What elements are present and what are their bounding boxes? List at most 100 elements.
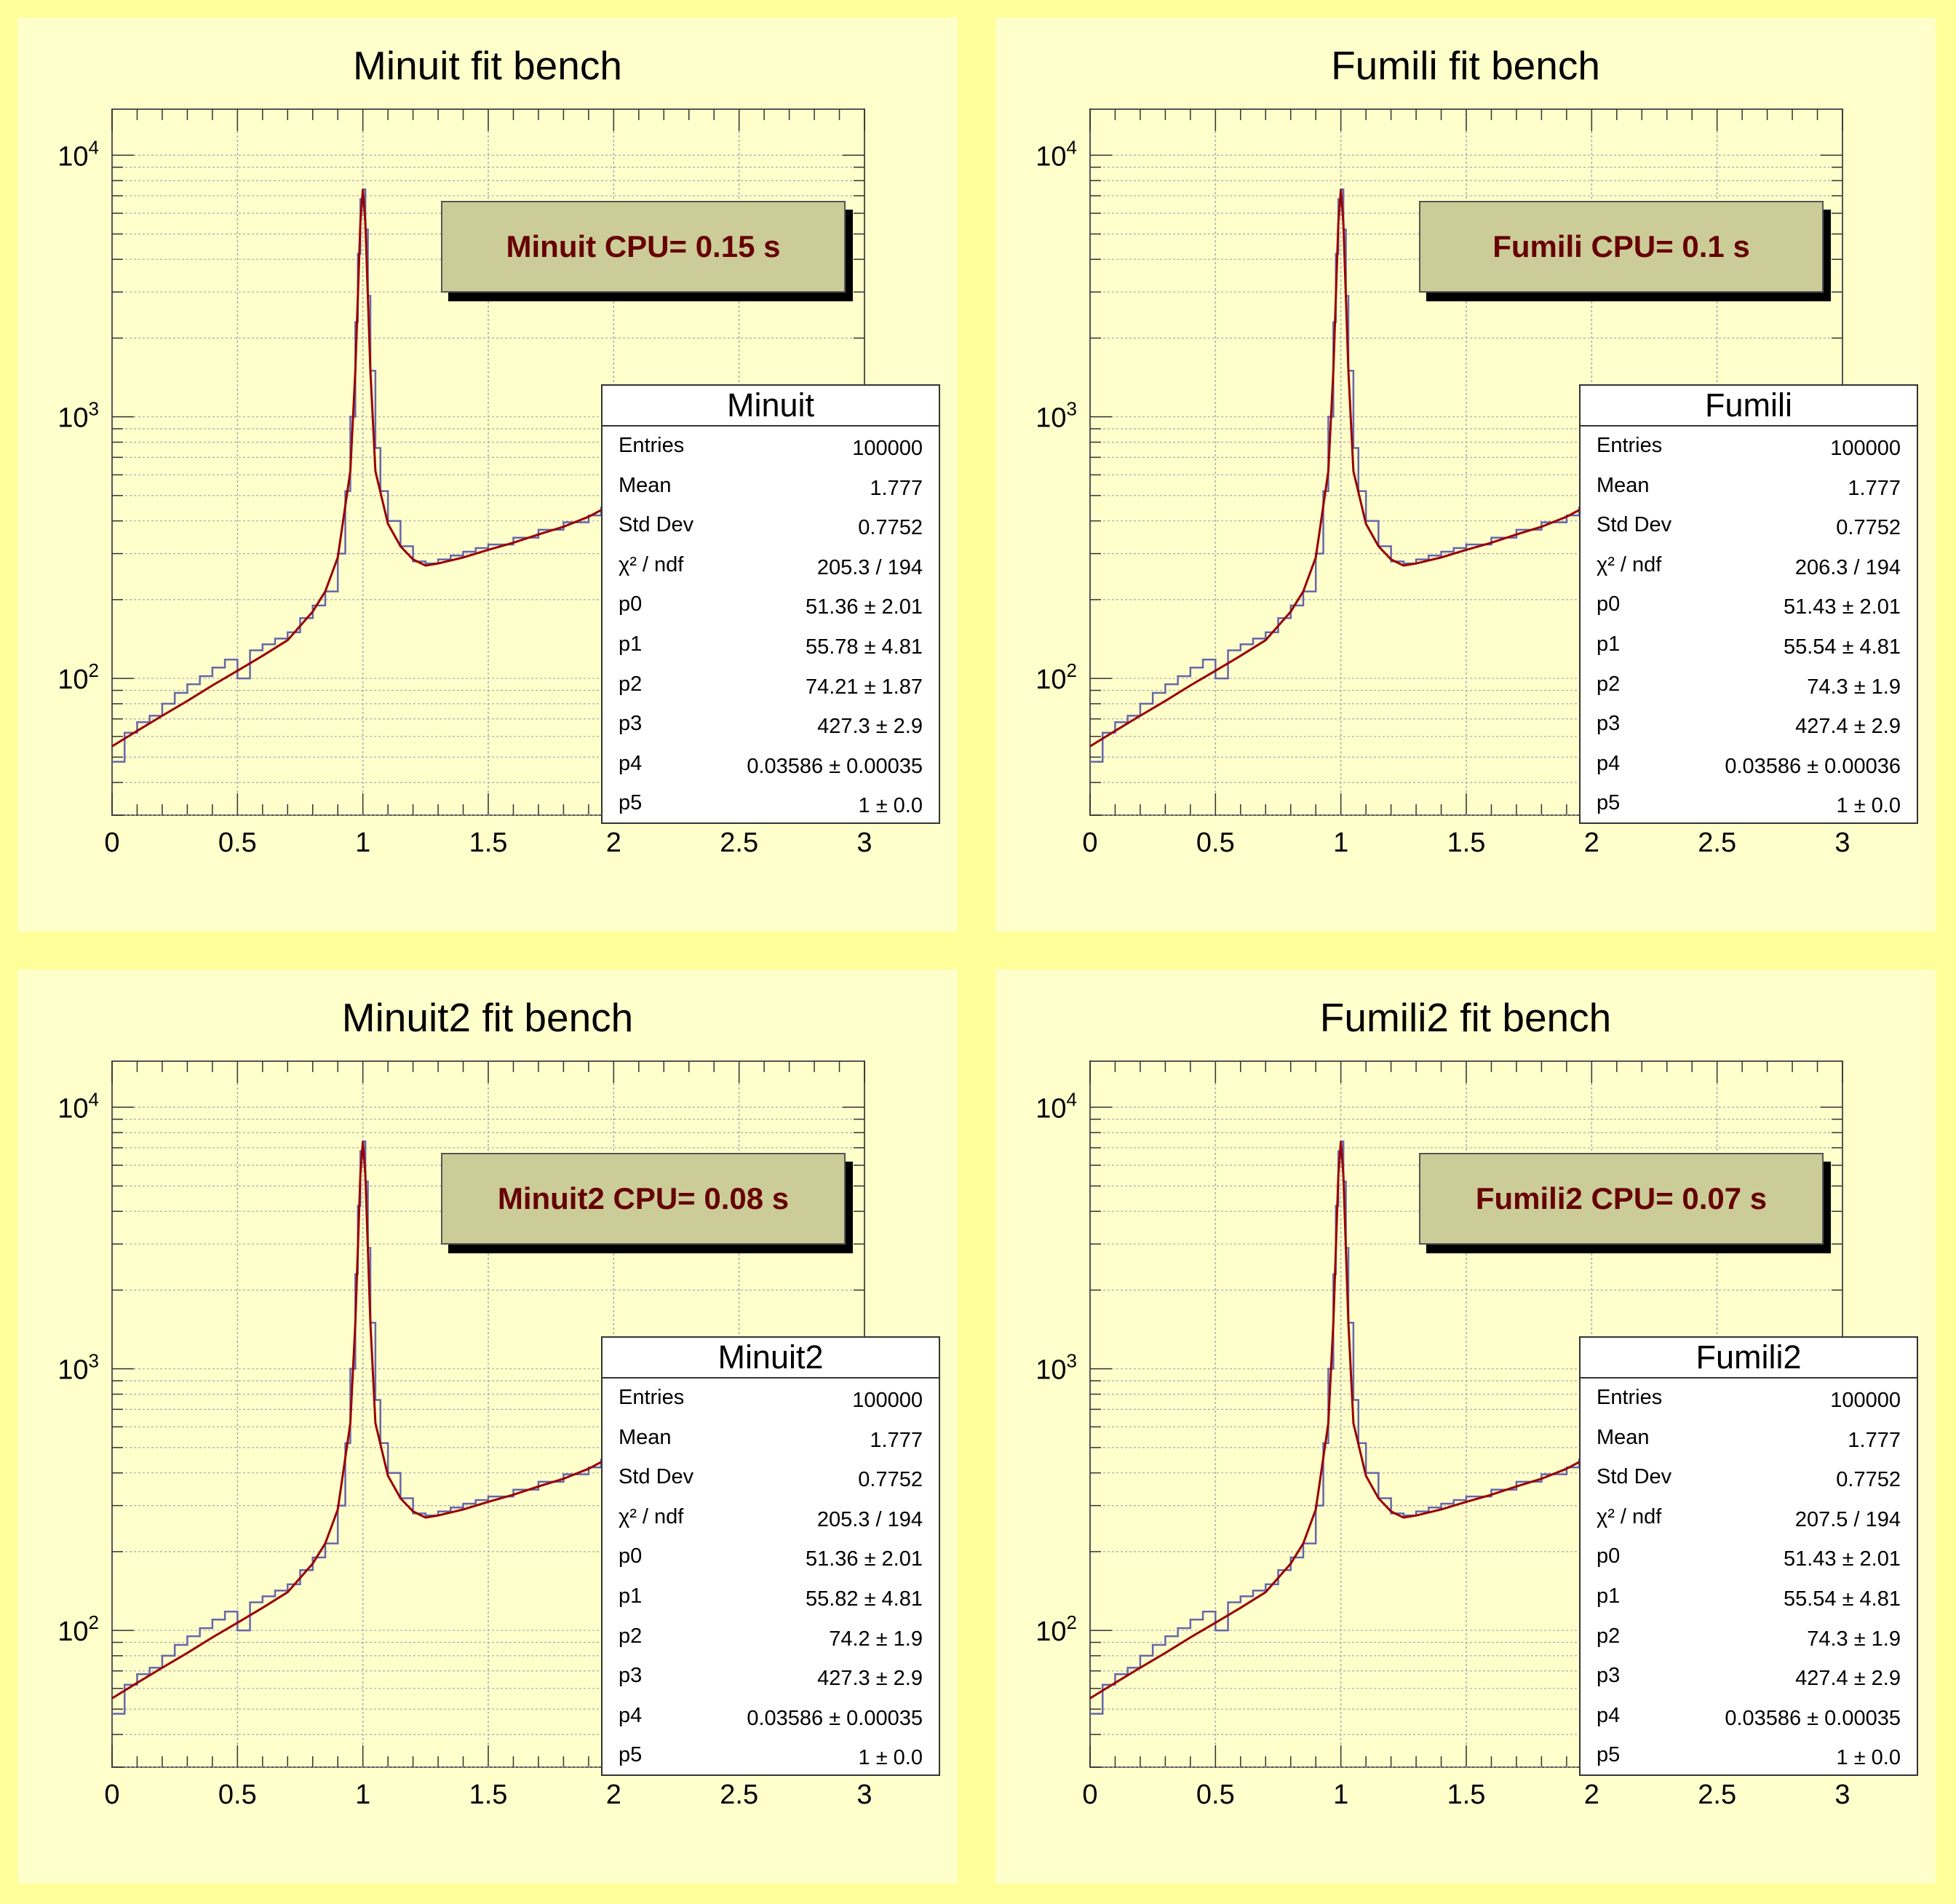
y-tick-label: 104 — [1035, 1088, 1077, 1124]
y-tick-label: 102 — [57, 659, 99, 695]
stats-key: Entries — [619, 434, 685, 457]
stats-row: p2 74.21 ± 1.87 — [603, 665, 939, 705]
stats-key: p2 — [619, 1624, 643, 1648]
stats-key: p3 — [1597, 1664, 1621, 1688]
stats-key: Std Dev — [1597, 513, 1672, 537]
stats-row: Entries 100000 — [1581, 427, 1917, 467]
stats-value: 427.3 ± 2.9 — [817, 715, 923, 739]
pad-title: Minuit2 fit bench — [341, 995, 634, 1040]
stats-key: p3 — [619, 712, 643, 736]
x-tick-label: 0 — [1082, 1780, 1097, 1810]
stats-row: Entries 100000 — [603, 427, 939, 467]
stats-key: Mean — [1597, 473, 1650, 497]
stats-row: p1 55.54 ± 4.81 — [1581, 625, 1917, 665]
stats-row: p3 427.3 ± 2.9 — [603, 705, 939, 745]
fit-curve — [1089, 1141, 1580, 1699]
x-tick-label: 1.5 — [469, 1780, 508, 1810]
fit-curve — [1089, 189, 1580, 747]
stats-row: χ² / ndf 207.5 / 194 — [1581, 1498, 1917, 1538]
stats-row: Mean 1.777 — [1581, 467, 1917, 507]
x-tick-label: 1.5 — [1447, 828, 1486, 858]
stats-row: χ² / ndf 205.3 / 194 — [603, 546, 939, 586]
stats-value: 74.2 ± 1.9 — [829, 1627, 923, 1651]
stats-value: 0.7752 — [858, 1468, 923, 1492]
stats-row: p2 74.3 ± 1.9 — [1581, 665, 1917, 705]
stats-key: p1 — [1597, 632, 1621, 656]
stats-row: Mean 1.777 — [1581, 1419, 1917, 1459]
stats-title: Minuit2 — [603, 1338, 939, 1379]
stats-box: Minuit2 Entries 100000 Mean 1.777 Std Dev 0.77… — [601, 1336, 940, 1776]
stats-key: p4 — [619, 1703, 643, 1727]
stats-key: p4 — [619, 751, 643, 775]
stats-title: Minuit — [603, 386, 939, 427]
stats-value: 205.3 / 194 — [816, 1507, 923, 1531]
x-tick-label: 2 — [606, 828, 621, 858]
x-tick-label: 1 — [1333, 828, 1348, 858]
y-tick-label: 104 — [57, 1088, 99, 1124]
stats-value: 427.4 ± 2.9 — [1795, 715, 1901, 739]
pad-2: 0 0.5 1 1.5 2 2.5 3 102 103 104 Fumili fit bench Fu… — [995, 17, 1936, 932]
x-tick-label: 0.5 — [1196, 828, 1235, 858]
stats-value: 0.7752 — [1836, 516, 1901, 540]
stats-row: p0 51.43 ± 2.01 — [1581, 585, 1917, 625]
stats-key: Std Dev — [619, 1465, 694, 1489]
stats-value: 100000 — [1830, 1389, 1901, 1412]
y-tick-label: 102 — [57, 1611, 99, 1647]
stats-row: p1 55.54 ± 4.81 — [1581, 1577, 1917, 1617]
stats-key: p5 — [1597, 1743, 1621, 1767]
x-tick-label: 0 — [104, 828, 119, 858]
stats-key: p5 — [1597, 791, 1621, 815]
stats-value: 206.3 / 194 — [1794, 555, 1901, 579]
stats-row: Std Dev 0.7752 — [1581, 506, 1917, 546]
stats-key: p0 — [619, 1544, 643, 1568]
x-tick-label: 2.5 — [1698, 828, 1736, 858]
stats-value: 55.54 ± 4.81 — [1783, 1587, 1901, 1611]
stats-row: p1 55.82 ± 4.81 — [603, 1577, 939, 1617]
x-tick-label: 2.5 — [720, 1780, 758, 1810]
stats-value: 205.3 / 194 — [816, 555, 923, 579]
stats-row: Mean 1.777 — [603, 467, 939, 507]
fit-curve — [111, 189, 602, 747]
stats-key: p3 — [619, 1664, 643, 1688]
stats-key: χ² / ndf — [619, 552, 684, 576]
x-tick-label: 1 — [355, 1780, 370, 1810]
x-tick-label: 2.5 — [1698, 1780, 1736, 1810]
stats-row: p4 0.03586 ± 0.00035 — [1581, 1697, 1917, 1737]
stats-row: Std Dev 0.7752 — [1581, 1458, 1917, 1498]
stats-row: Std Dev 0.7752 — [603, 1458, 939, 1498]
stats-value: 427.3 ± 2.9 — [817, 1667, 923, 1691]
x-tick-label: 2 — [606, 1780, 621, 1810]
stats-key: p0 — [1597, 592, 1621, 616]
x-tick-label: 2.5 — [720, 828, 758, 858]
stats-value: 55.78 ± 4.81 — [805, 635, 923, 659]
stats-key: χ² / ndf — [619, 1504, 684, 1528]
stats-value: 55.82 ± 4.81 — [805, 1587, 923, 1611]
stats-value: 1.777 — [870, 476, 923, 500]
stats-key: Mean — [619, 1425, 672, 1449]
stats-key: Entries — [1597, 1386, 1663, 1409]
stats-row: p5 1 ± 0.0 — [1581, 1736, 1917, 1776]
pad-3: 0 0.5 1 1.5 2 2.5 3 102 103 104 Minuit2 fit bench M… — [17, 969, 958, 1884]
stats-row: p5 1 ± 0.0 — [1581, 784, 1917, 824]
x-tick-label: 0.5 — [1196, 1780, 1235, 1810]
stats-value: 0.03586 ± 0.00035 — [747, 754, 923, 778]
stats-value: 207.5 / 194 — [1794, 1507, 1901, 1531]
x-tick-label: 3 — [1834, 1780, 1850, 1810]
stats-value: 1 ± 0.0 — [858, 794, 923, 818]
stats-key: Entries — [619, 1386, 685, 1409]
y-tick-label: 104 — [1035, 136, 1077, 172]
stats-value: 100000 — [1830, 437, 1901, 460]
cpu-time-label: Minuit2 CPU= 0.08 s — [441, 1153, 846, 1245]
stats-key: Entries — [1597, 434, 1663, 457]
stats-value: 55.54 ± 4.81 — [1783, 635, 1901, 659]
stats-key: Mean — [619, 473, 672, 497]
stats-row: p4 0.03586 ± 0.00035 — [603, 1697, 939, 1737]
stats-key: p1 — [619, 632, 643, 656]
stats-key: p2 — [619, 672, 643, 696]
stats-value: 1 ± 0.0 — [1836, 1746, 1901, 1770]
x-tick-label: 1 — [355, 828, 370, 858]
stats-value: 1.777 — [1848, 1428, 1901, 1452]
stats-row: p4 0.03586 ± 0.00035 — [603, 745, 939, 785]
stats-key: p3 — [1597, 712, 1621, 736]
